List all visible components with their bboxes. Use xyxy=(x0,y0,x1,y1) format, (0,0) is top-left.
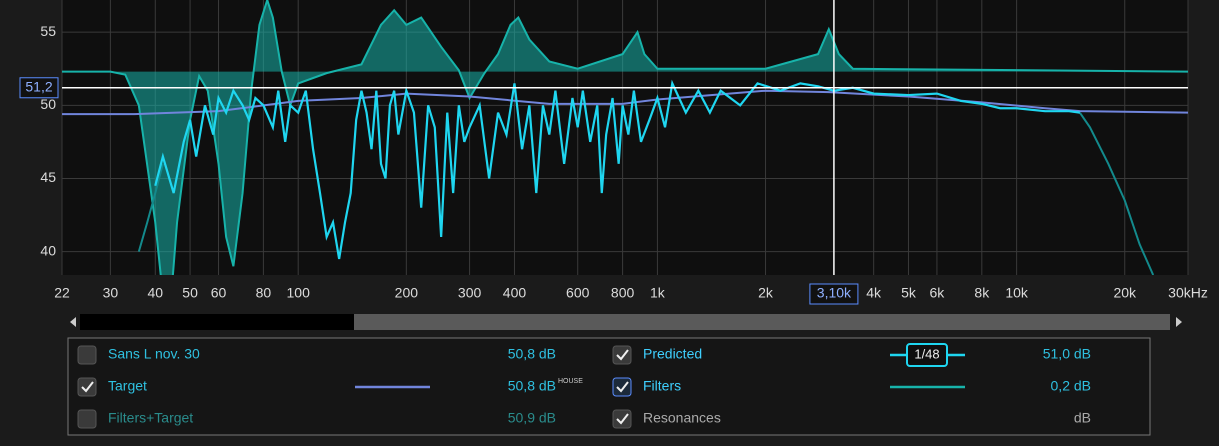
x-tick-label: 300 xyxy=(458,285,482,301)
y-tick-label: 50 xyxy=(40,96,56,112)
check-mark xyxy=(81,381,94,393)
curve xyxy=(62,0,1188,275)
legend-label: Filters xyxy=(643,378,681,394)
legend-label: Target xyxy=(108,378,147,394)
y-tick-label: 55 xyxy=(40,23,56,39)
x-tick-label: 10k xyxy=(1005,285,1029,301)
x-tick-label: 2k xyxy=(758,285,774,301)
x-tick-label: 50 xyxy=(182,285,198,301)
x-tick-label: 400 xyxy=(503,285,527,301)
x-tick-label: 30 xyxy=(103,285,119,301)
x-tick-label: 30kHz xyxy=(1168,285,1208,301)
x-tick-label: 60 xyxy=(211,285,227,301)
curve xyxy=(137,163,164,252)
y-tick-label: 45 xyxy=(40,169,56,185)
legend-value: 50,9 dB xyxy=(508,410,556,426)
legend-label: Resonances xyxy=(643,410,721,426)
scroll-left[interactable] xyxy=(70,317,76,327)
legend-label: Predicted xyxy=(643,346,702,362)
smoothing-label: 1/48 xyxy=(914,346,939,361)
x-tick-label: 800 xyxy=(611,285,635,301)
plot-area xyxy=(62,0,1188,275)
check-mark xyxy=(616,413,629,425)
legend-value: dB xyxy=(1074,410,1091,426)
legend-value: 0,2 dB xyxy=(1051,378,1091,394)
legend-value: 50,8 dB xyxy=(508,346,556,362)
check-mark xyxy=(616,349,629,361)
x-tick-label: 600 xyxy=(566,285,590,301)
cursor-y-box xyxy=(19,77,59,99)
legend-label: Sans L nov. 30 xyxy=(108,346,200,362)
checkbox[interactable] xyxy=(612,409,632,429)
checkbox[interactable] xyxy=(77,377,97,397)
x-tick-label: 6k xyxy=(930,285,946,301)
cursor-x-label: 3,10k xyxy=(817,285,852,301)
check-mark xyxy=(616,381,629,393)
checkbox[interactable] xyxy=(612,345,632,365)
legend-panel xyxy=(67,337,1151,436)
y-tick-label: 40 xyxy=(40,242,56,258)
cursor-y-label: 51,2 xyxy=(25,78,52,94)
legend-note: HOUSE xyxy=(558,378,583,385)
x-tick-label: 22 xyxy=(54,285,70,301)
legend-value: 50,8 dB xyxy=(508,378,556,394)
x-tick-label: 100 xyxy=(287,285,311,301)
checkbox[interactable] xyxy=(612,377,632,397)
x-tick-label: 8k xyxy=(974,285,990,301)
checkbox[interactable] xyxy=(77,409,97,429)
scroll-right[interactable] xyxy=(1176,317,1182,327)
checkbox[interactable] xyxy=(77,345,97,365)
x-tick-label: 1k xyxy=(650,285,666,301)
x-tick-label: 4k xyxy=(866,285,882,301)
x-tick-label: 5k xyxy=(901,285,917,301)
cursor-x-box xyxy=(809,283,859,305)
smoothing-box[interactable] xyxy=(906,343,948,367)
legend-label: Filters+Target xyxy=(108,410,193,426)
x-tick-label: 20k xyxy=(1113,285,1137,301)
curve xyxy=(62,89,1188,116)
scroll-thumb[interactable] xyxy=(80,314,354,330)
x-tick-label: 80 xyxy=(256,285,272,301)
curve xyxy=(1079,112,1155,275)
curve xyxy=(154,79,1081,260)
x-tick-label: 40 xyxy=(147,285,163,301)
x-tick-label: 200 xyxy=(395,285,419,301)
legend-value: 51,0 dB xyxy=(1043,346,1091,362)
